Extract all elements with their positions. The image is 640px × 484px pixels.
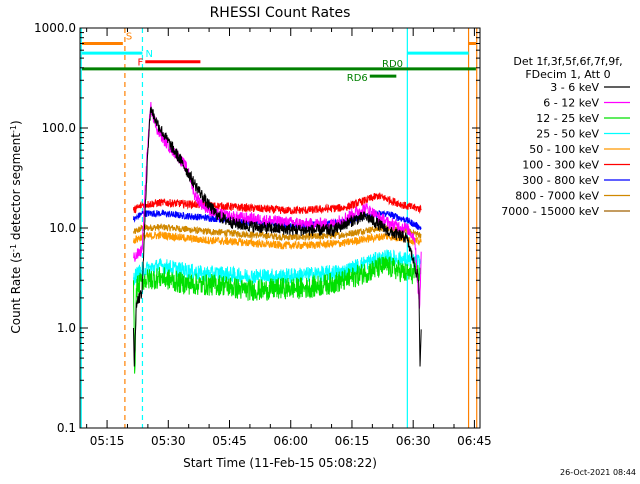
legend-header-line-0: Det 1f,3f,5f,6f,7f,9f, xyxy=(513,55,622,68)
axes: 0.1 1.0 10.0 100.0 1000.0 05:15 05:30 05:45 06:0… xyxy=(34,21,492,448)
flag-label-s: S xyxy=(126,31,132,42)
flag-label-rd0: RD0 xyxy=(382,59,403,70)
legend-entry-label-1: 6 - 12 keV xyxy=(543,97,599,110)
x-tick-label-1: 05:30 xyxy=(151,434,186,448)
y-tick-label-3: 100.0 xyxy=(42,121,76,135)
legend-entry-label-0: 3 - 6 keV xyxy=(550,81,599,94)
legend-entry-label-3: 25 - 50 keV xyxy=(536,128,599,141)
footer-date: 26-Oct-2021 08:44 xyxy=(560,468,636,477)
y-axis-label-exp-1: -1 xyxy=(9,244,18,252)
series-line-2 xyxy=(132,256,422,374)
legend-entry-label-6: 300 - 800 keV xyxy=(522,174,599,187)
y-axis-label: Count Rate (s-1 detector segment-1) xyxy=(9,120,24,333)
x-tick-label-0: 05:15 xyxy=(90,434,125,448)
y-axis-label-part-2: detector segment xyxy=(9,133,23,244)
series-line-5 xyxy=(132,192,422,215)
legend-header-line-1: FDecim 1, Att 0 xyxy=(525,68,610,81)
x-tick-label-3: 06:00 xyxy=(273,434,308,448)
x-tick-label-4: 06:15 xyxy=(335,434,370,448)
flag-label-n: N xyxy=(145,49,152,60)
y-tick-label-1: 1.0 xyxy=(57,321,76,335)
series-line-4 xyxy=(132,230,422,250)
legend-entry-label-2: 12 - 25 keV xyxy=(536,112,599,125)
x-tick-label-6: 06:45 xyxy=(457,434,492,448)
y-axis-label-part-1: Count Rate (s xyxy=(9,252,23,334)
x-axis-label: Start Time (11-Feb-15 05:08:22) xyxy=(183,456,377,470)
series-line-0 xyxy=(132,106,422,367)
y-axis-label-part-3: ) xyxy=(9,120,23,125)
legend-entry-label-8: 7000 - 15000 keV xyxy=(501,205,599,218)
y-tick-label-2: 10.0 xyxy=(49,221,76,235)
plot-area: S NF RD0 RD6 xyxy=(80,28,478,428)
legend: Det 1f,3f,5f,6f,7f,9f,FDecim 1, Att 03 -… xyxy=(501,55,630,218)
flag-label-rd6: RD6 xyxy=(347,73,368,84)
chart-title: RHESSI Count Rates xyxy=(210,5,351,21)
legend-entry-label-4: 50 - 100 keV xyxy=(529,143,599,156)
y-axis-label-exp-2: -1 xyxy=(9,125,18,133)
legend-entry-label-5: 100 - 300 keV xyxy=(522,159,599,172)
y-tick-label-4: 1000.0 xyxy=(34,21,76,35)
series-line-7 xyxy=(132,223,422,242)
y-tick-label-0: 0.1 xyxy=(57,421,76,435)
flag-label-f: F xyxy=(138,58,144,69)
x-tick-label-5: 06:30 xyxy=(396,434,431,448)
x-tick-label-2: 05:45 xyxy=(212,434,247,448)
legend-entry-label-7: 800 - 7000 keV xyxy=(515,190,599,203)
